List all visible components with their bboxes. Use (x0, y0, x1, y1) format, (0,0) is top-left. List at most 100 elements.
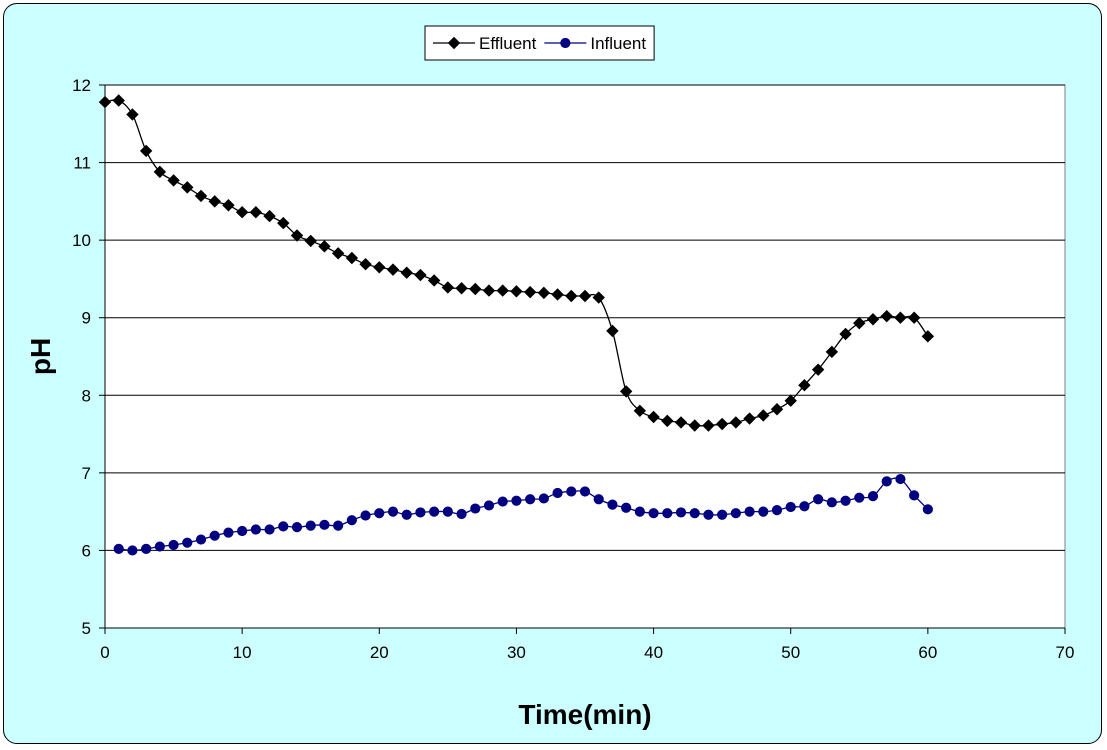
x-tick-label: 0 (100, 643, 109, 662)
data-point-influent (291, 522, 303, 533)
data-point-influent (881, 476, 892, 487)
data-point-influent (854, 492, 865, 503)
data-point-effluent (455, 282, 468, 295)
data-point-effluent (482, 284, 496, 297)
x-tick-label: 70 (1056, 643, 1075, 662)
data-point-effluent (537, 286, 551, 300)
x-tick-label: 60 (918, 643, 937, 662)
data-point-effluent (839, 327, 852, 341)
x-tick-label: 20 (370, 643, 389, 662)
data-point-effluent (798, 378, 811, 392)
data-point-effluent (633, 404, 647, 418)
data-point-effluent (578, 289, 592, 303)
y-tick-label: 8 (82, 386, 91, 405)
data-point-effluent (345, 251, 359, 265)
data-point-influent (141, 543, 152, 554)
data-point-effluent (647, 410, 660, 424)
data-point-effluent (167, 174, 180, 187)
data-point-effluent (331, 247, 345, 260)
data-point-influent (744, 506, 755, 517)
data-point-influent (593, 494, 604, 505)
data-point-influent (689, 508, 700, 519)
data-point-influent (264, 524, 275, 535)
data-point-influent (168, 539, 179, 551)
data-point-influent (250, 524, 261, 535)
data-point-effluent (469, 282, 482, 296)
data-point-influent (278, 521, 289, 532)
data-point-effluent (565, 289, 578, 303)
y-tick-label: 11 (73, 154, 91, 173)
data-point-influent (387, 506, 399, 517)
data-point-effluent (318, 240, 331, 253)
data-point-influent (579, 486, 591, 497)
data-point-influent (675, 507, 687, 518)
data-point-influent (840, 495, 851, 506)
data-point-influent (648, 508, 659, 519)
data-point-effluent (359, 257, 372, 271)
data-point-effluent (290, 229, 304, 242)
data-point-influent (415, 507, 426, 518)
legend: Effluent Influent (424, 25, 655, 61)
data-point-influent (717, 509, 728, 520)
plot-area (104, 84, 1066, 629)
data-point-influent (922, 504, 933, 515)
data-point-effluent (304, 234, 317, 248)
data-point-effluent (551, 288, 564, 301)
data-point-influent (621, 502, 632, 513)
data-point-effluent (249, 206, 263, 219)
data-point-effluent (523, 285, 537, 299)
data-point-effluent (441, 281, 455, 294)
axes: 5 6 7 8 9 10 11 12 0 10 20 30 40 50 60 70 (72, 76, 1074, 662)
data-point-effluent (619, 385, 633, 398)
data-point-influent (867, 491, 879, 502)
data-point-influent (182, 537, 193, 548)
x-tick-label: 30 (507, 643, 526, 662)
data-point-effluent (112, 94, 125, 107)
data-point-influent (456, 508, 467, 520)
data-point-influent (538, 493, 549, 504)
data-point-effluent (674, 416, 688, 429)
data-point-influent (758, 506, 769, 517)
data-point-influent (703, 509, 714, 520)
legend-label-influent: Influent (590, 34, 646, 53)
y-tick-label: 6 (82, 541, 91, 560)
legend-item-effluent: Effluent (433, 34, 537, 53)
data-point-effluent (222, 199, 235, 212)
data-point-influent (607, 499, 618, 510)
data-point-influent (799, 501, 810, 512)
data-point-effluent (894, 311, 907, 324)
data-point-effluent (386, 263, 400, 276)
y-tick-label: 9 (82, 309, 91, 328)
legend-label-effluent: Effluent (479, 34, 537, 53)
data-point-influent (374, 508, 385, 519)
data-point-influent (305, 520, 316, 531)
data-point-effluent (811, 363, 825, 376)
legend-item-influent: Influent (544, 34, 646, 53)
data-point-effluent (496, 284, 509, 297)
data-point-influent (333, 520, 344, 531)
data-point-effluent (139, 144, 153, 158)
data-point-effluent (400, 266, 413, 279)
data-point-effluent (921, 330, 935, 343)
data-point-effluent (194, 189, 208, 203)
data-point-influent (813, 494, 824, 505)
data-point-influent (511, 495, 522, 506)
data-point-influent (113, 543, 124, 554)
data-point-influent (470, 503, 481, 514)
y-tick-label: 7 (82, 464, 91, 483)
data-point-effluent (277, 216, 290, 230)
data-point-influent (154, 541, 165, 552)
data-point-effluent (208, 195, 221, 208)
chart-area: 5 6 7 8 9 10 11 12 0 10 20 30 40 50 60 70 Time(min) pH … (3, 3, 1102, 744)
data-point-influent (360, 510, 371, 521)
x-tick-label: 40 (644, 643, 663, 662)
data-point-effluent (235, 206, 249, 219)
data-point-effluent (688, 419, 701, 432)
data-point-influent (195, 534, 207, 545)
data-point-influent (319, 519, 330, 530)
gridlines (105, 84, 1065, 551)
data-point-effluent (592, 291, 605, 304)
data-point-effluent (98, 95, 112, 109)
data-point-effluent (866, 313, 880, 326)
data-point-influent (771, 504, 783, 516)
